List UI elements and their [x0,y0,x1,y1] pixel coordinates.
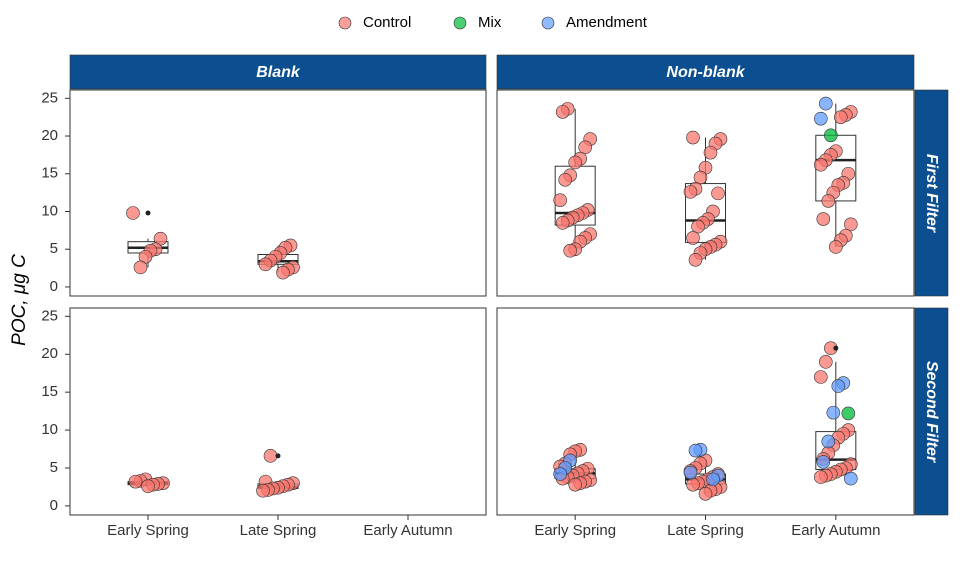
data-point [553,467,567,481]
data-point [819,96,833,111]
outlier [833,345,839,351]
data-point [578,140,592,155]
data-point [691,219,705,234]
data-point [844,471,858,486]
legend-label: Control [363,14,411,31]
data-point [841,406,856,421]
data-point [553,193,567,207]
y-tick-label: 15 [41,165,58,182]
x-tick-label: Early Autumn [791,522,880,539]
y-tick-label: 0 [50,497,58,514]
data-point [568,477,582,492]
y-tick-label: 10 [41,421,58,438]
x-tick-label: Late Spring [240,522,317,539]
data-point [814,370,828,384]
facet-strip [69,54,487,90]
y-tick-label: 5 [50,459,58,476]
x-tick-label: Early Spring [534,522,616,539]
data-point [686,130,700,145]
data-point [263,449,278,463]
data-point [276,265,290,280]
data-point [831,379,846,393]
data-point [819,355,833,369]
y-tick-label: 10 [41,202,58,219]
data-point [568,155,582,170]
data-point [555,216,570,230]
facet-label: Blank [256,64,301,81]
data-point [844,217,858,232]
y-tick-label: 0 [50,278,58,295]
y-tick-label: 25 [41,307,58,324]
facet-strip [914,89,949,297]
legend-label: Amendment [566,14,648,31]
data-point [686,231,700,245]
data-point [711,186,725,201]
data-point [693,170,708,185]
data-point [128,474,143,489]
data-point [126,206,140,220]
panel-border [496,89,915,297]
y-tick-label: 20 [41,127,58,144]
facet-label: First Filter [923,154,940,233]
facet-strip [496,54,915,90]
facet-label: Second Filter [923,361,940,463]
facet-label: Non-blank [666,64,745,81]
data-point [824,128,838,143]
legend-marker [541,16,555,30]
legend-label: Mix [478,14,502,31]
data-point [706,472,720,487]
data-point [703,145,718,160]
x-tick-label: Early Autumn [363,522,452,539]
facet-strip [914,307,949,516]
data-point [834,110,848,124]
data-point [814,157,828,172]
data-point [683,185,698,199]
y-tick-label: 5 [50,240,58,257]
data-point [256,483,270,498]
data-point [133,260,148,275]
outlier [145,210,151,216]
data-point [555,105,570,119]
data-point [683,465,698,480]
panel-border [69,89,487,297]
data-point [821,434,836,449]
data-point [558,172,572,187]
x-tick-label: Early Spring [107,522,189,539]
data-point [814,470,828,484]
data-point [688,443,703,458]
y-axis-label: POC, μg C [9,254,30,346]
data-point [141,479,155,493]
data-point [826,405,841,420]
data-point [258,257,273,272]
data-point [816,455,831,469]
data-point [829,240,843,254]
data-point [688,252,703,267]
y-tick-label: 15 [41,383,58,400]
y-tick-label: 20 [41,345,58,362]
data-point [816,212,831,226]
data-point [698,486,713,501]
legend-marker [338,16,352,30]
data-point [563,243,577,258]
outlier [275,453,281,459]
data-point [821,194,836,208]
data-point [814,111,828,126]
legend-marker [453,16,467,30]
data-point [686,477,700,492]
x-tick-label: Late Spring [667,522,744,539]
y-tick-label: 25 [41,89,58,106]
